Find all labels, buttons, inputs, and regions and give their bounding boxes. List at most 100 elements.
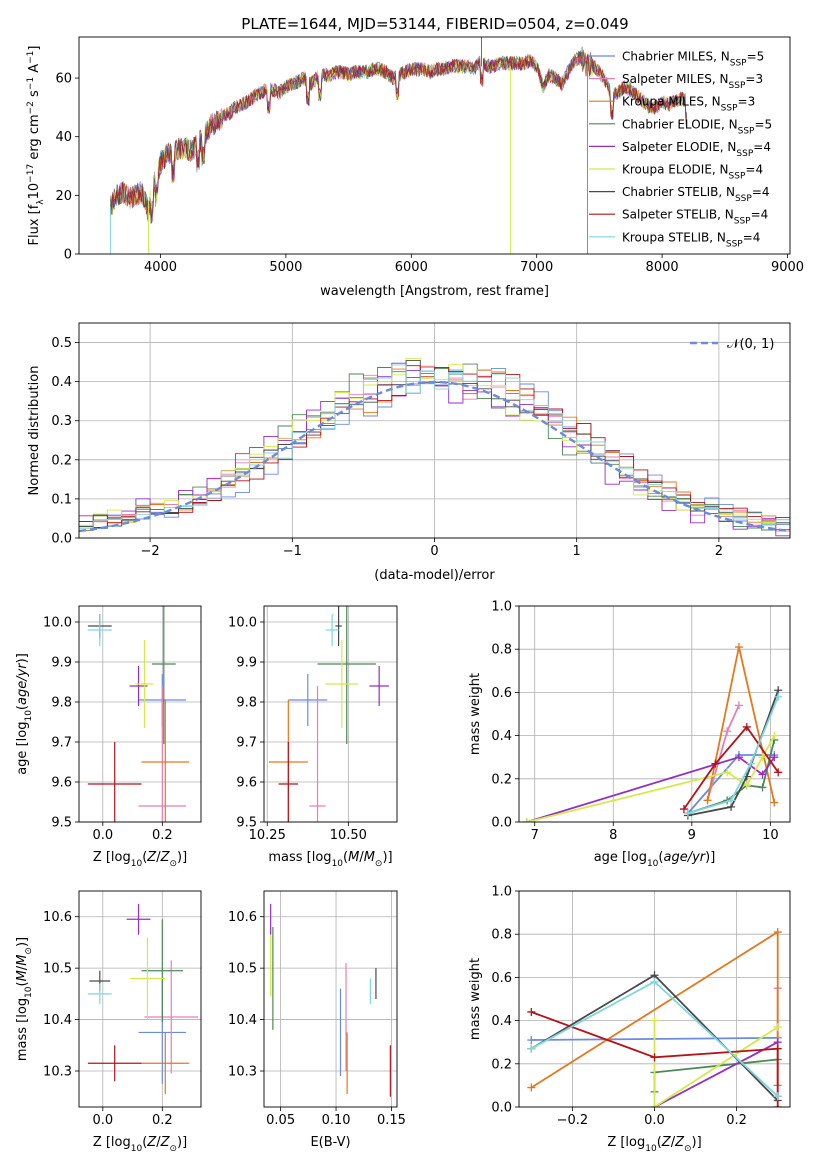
y-axis-label: age [log10(age/yr)] bbox=[15, 653, 34, 775]
axes-frame bbox=[78, 605, 202, 823]
y-tick-label: 0.2 bbox=[51, 453, 72, 468]
y-tick-label: 10.6 bbox=[43, 910, 72, 925]
x-tick-label: 9000 bbox=[771, 260, 804, 275]
y-axis-label: mass weight bbox=[468, 958, 483, 1040]
x-axis-label: Z [log10(Z/Z⊙)] bbox=[93, 850, 187, 869]
x-tick-label: 7 bbox=[531, 828, 539, 843]
weight-marker-ss bbox=[527, 1007, 536, 1016]
x-tick-label: 10 bbox=[762, 828, 779, 843]
y-tick-label: 9.6 bbox=[51, 776, 72, 791]
weight-line-ks bbox=[687, 696, 780, 815]
gaussian-curve bbox=[79, 380, 790, 533]
errorbar-km bbox=[141, 700, 190, 822]
y-tick-label: 9.5 bbox=[51, 816, 72, 831]
weight-line-ce bbox=[653, 1058, 778, 1092]
legend-label-cm: Chabrier MILES, NSSP=5 bbox=[622, 50, 764, 69]
errorbar-ks bbox=[325, 614, 339, 646]
weight-marker-ss bbox=[711, 759, 720, 768]
axes-frame bbox=[263, 605, 398, 823]
y-tick-label: 9.7 bbox=[51, 736, 72, 751]
y-tick-label: 9.8 bbox=[51, 696, 72, 711]
legend: Chabrier MILES, NSSP=5 Salpeter MILES, NS… bbox=[589, 50, 772, 249]
x-axis-label: wavelength [Angstrom, rest frame] bbox=[320, 284, 549, 299]
weight-marker-ks bbox=[746, 759, 755, 768]
y-tick-label: 9.5 bbox=[236, 816, 257, 831]
axes-frame bbox=[518, 605, 791, 823]
panel-age_vs_mass: 10.25 10.50 9.5 9.6 9.7 9.8 9.9 10.0 mass [log10… bbox=[228, 605, 398, 869]
panel-weight_vs_age: 7 8 9 10 0.0 0.2 0.4 0.6 0.8 1.0 age [log10(age/yr… bbox=[468, 600, 791, 869]
x-tick-label: 0.2 bbox=[726, 1113, 747, 1128]
spectrum-se bbox=[110, 49, 687, 217]
y-tick-label: 10.6 bbox=[228, 910, 257, 925]
y-tick-label: 10.4 bbox=[43, 1013, 72, 1028]
legend-label-km: Kroupa MILES, NSSP=3 bbox=[622, 95, 755, 114]
plot-area bbox=[109, 37, 687, 254]
plot-area bbox=[522, 643, 783, 822]
plot-area bbox=[87, 903, 199, 1095]
x-tick-label: 2 bbox=[715, 544, 723, 559]
weight-marker-km bbox=[734, 643, 743, 652]
plot-area bbox=[268, 606, 389, 822]
errorbar-ce bbox=[141, 919, 184, 1023]
y-tick-label: 0.6 bbox=[491, 971, 512, 986]
y-tick-label: 10.0 bbox=[228, 616, 257, 631]
errorbar-ke bbox=[325, 640, 359, 728]
weight-marker-ss bbox=[742, 722, 751, 731]
figure-title: PLATE=1644, MJD=53144, FIBERID=0504, z=0… bbox=[241, 15, 628, 33]
errorbar-ce bbox=[151, 606, 176, 744]
panel-spectrum: 4000 5000 6000 7000 8000 9000 0 20 40 60 wavelengt… bbox=[26, 36, 804, 299]
y-axis-label: Normed distribution bbox=[27, 366, 42, 496]
errorbar-ks bbox=[87, 983, 112, 1005]
y-tick-label: 0.0 bbox=[51, 532, 72, 547]
errorbar-cm bbox=[288, 674, 328, 726]
panel-mass_vs_EBV: 0.05 0.10 0.15 10.3 10.4 10.5 10.6 E(B-V) bbox=[228, 890, 406, 1150]
y-axis-label: mass weight bbox=[468, 673, 483, 755]
x-tick-label: 0.2 bbox=[152, 1113, 173, 1128]
x-tick-label: 7000 bbox=[520, 260, 553, 275]
x-axis-label: mass [log10(M/M⊙)] bbox=[268, 850, 392, 869]
x-tick-label: 0.10 bbox=[322, 1113, 351, 1128]
legend-label-ce: Chabrier ELODIE, NSSP=5 bbox=[622, 117, 772, 136]
x-tick-label: 0.05 bbox=[266, 1113, 295, 1128]
legend-label-sm: Salpeter MILES, NSSP=3 bbox=[622, 72, 763, 91]
y-tick-label: 1.0 bbox=[491, 600, 512, 615]
y-axis-label: Flux [fλ10−17 erg cm−2 s−1 A−1] bbox=[26, 46, 46, 246]
errorbar-ke bbox=[129, 937, 166, 1020]
y-tick-label: 40 bbox=[55, 130, 72, 145]
y-tick-label: 10.3 bbox=[228, 1065, 257, 1080]
x-tick-label: 0.0 bbox=[644, 1113, 665, 1128]
y-tick-label: 9.8 bbox=[236, 696, 257, 711]
y-tick-label: 0.4 bbox=[491, 1014, 512, 1029]
weight-marker-ss bbox=[774, 768, 783, 777]
errorbar-sm bbox=[309, 686, 326, 822]
weight-marker-ss bbox=[650, 1053, 659, 1062]
weight-marker-ks bbox=[774, 692, 783, 701]
y-tick-label: 10.5 bbox=[228, 962, 257, 977]
x-tick-label: 4000 bbox=[144, 260, 177, 275]
errorbar-ke bbox=[135, 640, 154, 728]
weight-marker-se bbox=[734, 753, 743, 762]
weight-line-se bbox=[654, 1041, 779, 1107]
plot-area bbox=[87, 606, 190, 822]
x-tick-label: 1 bbox=[573, 544, 581, 559]
x-tick-label: −0.2 bbox=[557, 1113, 589, 1128]
weight-marker-ks bbox=[527, 1044, 536, 1053]
axes-frame bbox=[78, 890, 202, 1108]
panel-age_vs_Z: 0.0 0.2 9.5 9.6 9.7 9.8 9.9 10.0 Z [log10(Z/Z⊙)]… bbox=[15, 605, 202, 869]
weight-marker-ss bbox=[773, 1103, 782, 1107]
x-tick-label: −1 bbox=[283, 544, 302, 559]
grid bbox=[79, 606, 201, 823]
y-tick-label: 20 bbox=[55, 189, 72, 204]
weight-marker-km bbox=[527, 1083, 536, 1092]
panel-residual_hist: −2 −1 0 1 2 0.0 0.1 0.2 0.3 0.4 0.5 𝒩(0, 1) (data-mo… bbox=[27, 322, 791, 583]
y-axis-label: mass [log10(M/M⊙)] bbox=[15, 937, 34, 1061]
weight-marker-sm bbox=[734, 701, 743, 710]
axes-frame bbox=[78, 36, 791, 255]
weight-marker-ks bbox=[683, 809, 692, 818]
axes-frame bbox=[263, 890, 398, 1108]
weight-marker-ks bbox=[727, 796, 736, 805]
weight-marker-ke bbox=[770, 731, 779, 740]
y-tick-label: 60 bbox=[55, 72, 72, 87]
x-tick-label: 10.50 bbox=[330, 828, 367, 843]
x-tick-label: 9 bbox=[688, 828, 696, 843]
